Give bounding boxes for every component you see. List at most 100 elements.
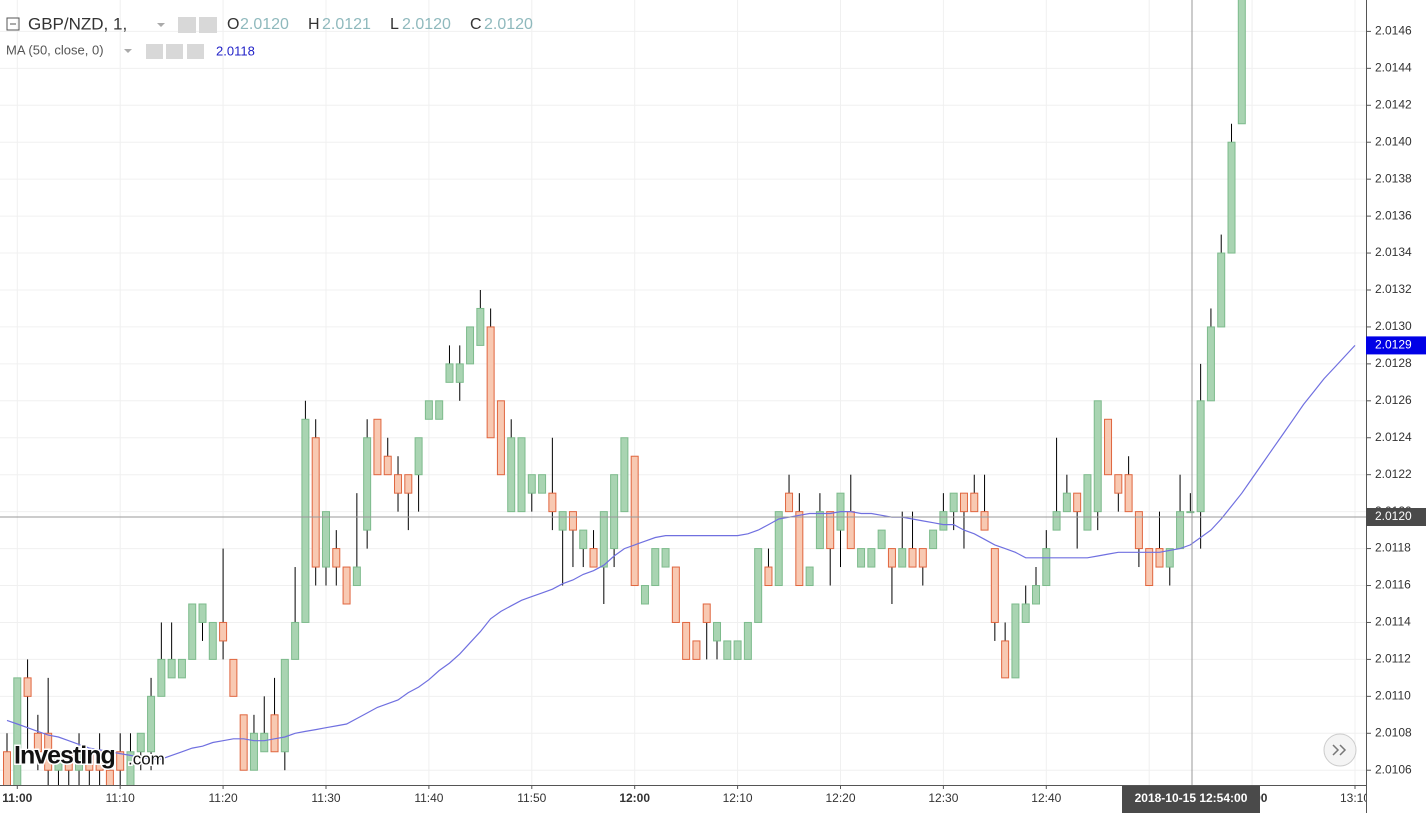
candle-body xyxy=(774,511,783,587)
y-tick-label: 2.0122 xyxy=(1375,467,1412,481)
price-axis: 2.0106 2.0108 2.0110 2.0112 2.0114 2.0116 2.01… xyxy=(1366,0,1426,813)
candle-body xyxy=(64,751,73,771)
candle-body xyxy=(1032,585,1040,605)
candle-body xyxy=(177,658,186,679)
dropdown-arrow[interactable] xyxy=(157,23,165,27)
candle-body xyxy=(54,751,63,771)
candle-body xyxy=(219,621,228,642)
collapse-icon[interactable] xyxy=(6,17,20,31)
symbol-title: GBP/NZD, 1, xyxy=(28,14,127,33)
candle-body xyxy=(713,621,722,642)
candle-body xyxy=(332,548,341,568)
dropdown-arrow[interactable] xyxy=(124,49,132,53)
candle-body xyxy=(682,621,691,660)
y-tick-label: 2.0144 xyxy=(1375,61,1412,75)
candle-body xyxy=(857,548,866,568)
settings-icon[interactable] xyxy=(199,17,217,33)
candle-body xyxy=(579,529,588,550)
candle-body xyxy=(476,307,485,346)
ohlc-l-label: L xyxy=(390,16,399,33)
x-tick-label: 12:20 xyxy=(825,791,855,805)
y-tick-label: 2.0146 xyxy=(1375,24,1412,38)
candle-body xyxy=(661,548,670,568)
y-tick-label: 2.0142 xyxy=(1375,97,1412,111)
scroll-right-button[interactable] xyxy=(1323,733,1357,767)
candle-body xyxy=(1114,474,1123,494)
logo-main: Investing xyxy=(14,742,115,770)
y-tick-label: 2.0138 xyxy=(1375,171,1412,185)
candle-body xyxy=(1062,492,1071,513)
candle-body xyxy=(754,548,763,623)
candle-body xyxy=(394,474,403,494)
candle-body xyxy=(599,511,608,568)
scroll-right-icon xyxy=(1332,744,1347,756)
candle-body xyxy=(990,548,999,623)
candle-body xyxy=(527,474,536,494)
candle-body xyxy=(589,548,598,568)
y-tick-label: 2.0132 xyxy=(1375,282,1412,296)
candle-body xyxy=(1186,511,1195,514)
candle-body xyxy=(1227,141,1236,254)
y-tick-label: 2.0118 xyxy=(1375,541,1411,555)
candle-body xyxy=(229,658,238,697)
y-tick-label: 2.0128 xyxy=(1375,356,1412,370)
candle-body xyxy=(342,566,351,605)
candle-body xyxy=(815,511,824,550)
candle-body xyxy=(1052,511,1061,531)
candle-body xyxy=(898,548,907,568)
candle-body xyxy=(939,511,948,531)
x-tick-label: 11:00 xyxy=(2,791,32,805)
candle-body xyxy=(1073,492,1082,513)
last-price-box xyxy=(1366,336,1426,355)
candle-body xyxy=(764,566,773,587)
candle-body xyxy=(785,492,794,513)
candle-body xyxy=(630,455,639,587)
candle-body xyxy=(116,751,125,771)
candle-body xyxy=(1155,548,1164,568)
candle-body xyxy=(95,751,104,771)
candle-body xyxy=(733,640,742,660)
candle-body xyxy=(280,658,289,753)
candle-body xyxy=(311,437,320,568)
ohlc-h-label: H xyxy=(308,16,320,33)
crosshair-time-box xyxy=(1122,786,1260,813)
candle-body xyxy=(723,640,732,660)
candle-body xyxy=(929,529,938,550)
candle-body xyxy=(301,418,310,623)
candle-body xyxy=(1165,548,1174,568)
crosshair-time-label: 2018-10-15 12:54:00 xyxy=(1135,791,1248,805)
candle-body xyxy=(1196,400,1205,513)
candle-body xyxy=(270,714,279,753)
remove-icon[interactable] xyxy=(187,44,204,59)
x-tick-label: 11:30 xyxy=(311,791,340,805)
eye-icon[interactable] xyxy=(178,17,196,33)
eye-icon[interactable] xyxy=(146,44,163,59)
price-axis-panel xyxy=(1366,0,1426,813)
settings-icon[interactable] xyxy=(166,44,183,59)
crosshair-price-box xyxy=(1366,508,1426,526)
candle-body xyxy=(136,732,145,753)
candle-body xyxy=(1145,548,1154,587)
candle-body xyxy=(249,732,258,771)
y-tick-label: 2.0112 xyxy=(1375,652,1411,666)
candle-body xyxy=(610,474,619,550)
y-tick-label: 2.0108 xyxy=(1375,725,1412,739)
candle-body xyxy=(1083,474,1092,531)
candle-body xyxy=(260,732,269,753)
y-tick-label: 2.0110 xyxy=(1375,689,1411,703)
candle-body xyxy=(239,714,248,771)
candle-body xyxy=(970,492,979,513)
candle-body xyxy=(455,363,464,383)
candle-body xyxy=(620,437,629,513)
candle-body xyxy=(198,603,207,623)
candle-body xyxy=(1093,400,1102,513)
candle-body xyxy=(23,677,32,697)
candle-body xyxy=(640,585,649,605)
candle-body xyxy=(795,511,804,587)
candle-body xyxy=(980,511,989,531)
ohlc-c-label: C xyxy=(470,16,482,33)
plot-area xyxy=(3,0,1356,785)
candle-body xyxy=(167,658,176,679)
